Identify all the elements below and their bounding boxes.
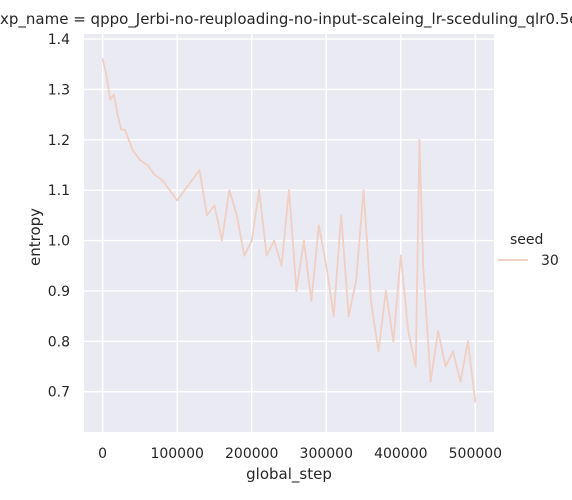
data-point — [429, 380, 432, 383]
y-axis-label: entropy — [26, 208, 44, 266]
data-point — [399, 254, 402, 257]
data-point — [243, 254, 246, 257]
data-point — [385, 290, 387, 292]
data-point — [235, 214, 238, 217]
y-tick-label: 0.9 — [48, 284, 70, 300]
data-point — [467, 340, 469, 343]
y-tick-label: 1.0 — [48, 234, 70, 250]
data-point — [146, 164, 149, 166]
data-point — [258, 189, 261, 192]
legend-entry-30: 30 — [541, 253, 559, 269]
data-point — [422, 264, 425, 267]
x-tick-label: 400000 — [374, 446, 427, 462]
data-point — [273, 239, 275, 242]
data-point — [198, 169, 201, 171]
data-point — [340, 214, 343, 217]
data-point — [116, 113, 119, 116]
x-tick-label: 300000 — [300, 446, 353, 462]
y-tick-label: 0.8 — [48, 334, 70, 350]
legend-title: seed — [510, 232, 543, 248]
x-axis-label: global_step — [246, 465, 332, 484]
data-point — [355, 279, 357, 282]
x-tick-label: 500000 — [449, 446, 502, 462]
data-point — [310, 300, 313, 302]
data-point — [265, 254, 268, 257]
chart-title: xp_name = qppo_Jerbi-no-reuploading-no-i… — [0, 10, 572, 29]
data-point — [459, 380, 462, 383]
data-point — [377, 350, 380, 353]
y-tick-label: 1.4 — [48, 32, 70, 48]
data-point — [191, 179, 193, 182]
y-tick-label: 1.2 — [48, 133, 70, 149]
series-layer — [101, 58, 477, 403]
data-point — [213, 204, 216, 207]
data-point — [139, 159, 141, 161]
data-point — [303, 239, 305, 242]
data-point — [168, 189, 171, 192]
x-tick-label: 200000 — [225, 446, 278, 462]
data-point — [452, 350, 454, 353]
data-point — [161, 179, 164, 182]
data-point — [124, 128, 126, 131]
data-point — [131, 148, 134, 151]
data-point — [437, 330, 439, 333]
data-point — [228, 189, 231, 192]
data-point — [112, 93, 115, 96]
data-point — [325, 264, 328, 267]
data-point — [332, 315, 335, 318]
data-point — [295, 290, 298, 292]
plot-background — [84, 34, 494, 432]
data-point — [221, 239, 223, 242]
data-point — [474, 400, 477, 403]
data-point — [392, 340, 395, 343]
y-tick-label: 1.3 — [48, 82, 70, 98]
data-point — [347, 315, 350, 318]
data-point — [370, 300, 372, 302]
data-point — [414, 365, 417, 368]
data-point — [280, 264, 283, 267]
data-point — [250, 239, 253, 242]
data-point — [183, 189, 186, 192]
y-tick-label: 0.7 — [48, 385, 70, 401]
data-point — [317, 224, 320, 227]
data-point — [120, 128, 123, 131]
data-point — [105, 73, 108, 76]
data-point — [407, 330, 410, 333]
y-tick-label: 1.1 — [48, 183, 70, 199]
x-tick-label: 0 — [98, 446, 107, 462]
data-point — [153, 174, 156, 176]
data-point — [109, 98, 111, 101]
data-point — [444, 365, 447, 368]
data-point — [288, 189, 290, 192]
data-point — [206, 214, 208, 217]
tick-layer: 0 100000 200000 300000 400000 500000 0.7 0.8 0.9… — [48, 32, 502, 462]
x-tick-label: 100000 — [150, 446, 203, 462]
legend: seed 30 — [498, 232, 559, 269]
data-point — [362, 189, 365, 192]
data-point — [176, 199, 179, 202]
data-point — [418, 138, 421, 141]
data-point — [101, 58, 104, 61]
